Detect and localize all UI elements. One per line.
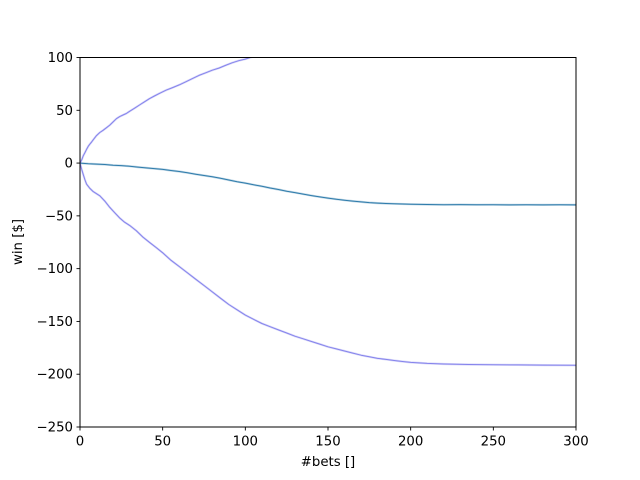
x-tick-label: 250 xyxy=(481,435,506,450)
y-tick-label: 0 xyxy=(65,157,73,172)
axes-ticks-group: 0 50 100 150 200 250 300 100 50 0 −50 −100 −150 −200 −… xyxy=(36,51,588,450)
y-tick-label: 100 xyxy=(48,51,73,66)
x-tick-label: 200 xyxy=(398,435,423,450)
plot-series-group xyxy=(80,57,576,367)
series-upper-envelope-line xyxy=(80,57,252,164)
x-tick-label: 150 xyxy=(315,435,340,450)
x-tick-label: 50 xyxy=(154,435,171,450)
series-mean-line xyxy=(80,162,576,206)
x-tick-label: 100 xyxy=(233,435,258,450)
y-tick-label: −100 xyxy=(36,262,73,277)
y-tick-label: 50 xyxy=(56,104,73,119)
y-tick-label: −150 xyxy=(36,315,73,330)
series-lower-envelope-line xyxy=(80,162,576,366)
y-axis-label: win [$] xyxy=(11,219,26,265)
y-tick-label: −200 xyxy=(36,368,73,383)
x-tick-label: 300 xyxy=(563,435,588,450)
x-axis-label: #bets [] xyxy=(301,455,356,470)
x-tick-label: 0 xyxy=(76,435,84,450)
y-tick-label: −250 xyxy=(36,421,73,436)
y-tick-label: −50 xyxy=(45,209,73,224)
